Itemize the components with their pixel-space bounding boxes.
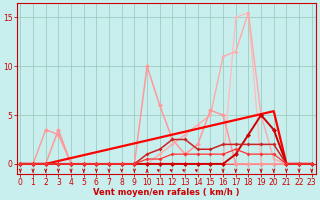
X-axis label: Vent moyen/en rafales ( km/h ): Vent moyen/en rafales ( km/h )	[93, 188, 239, 197]
